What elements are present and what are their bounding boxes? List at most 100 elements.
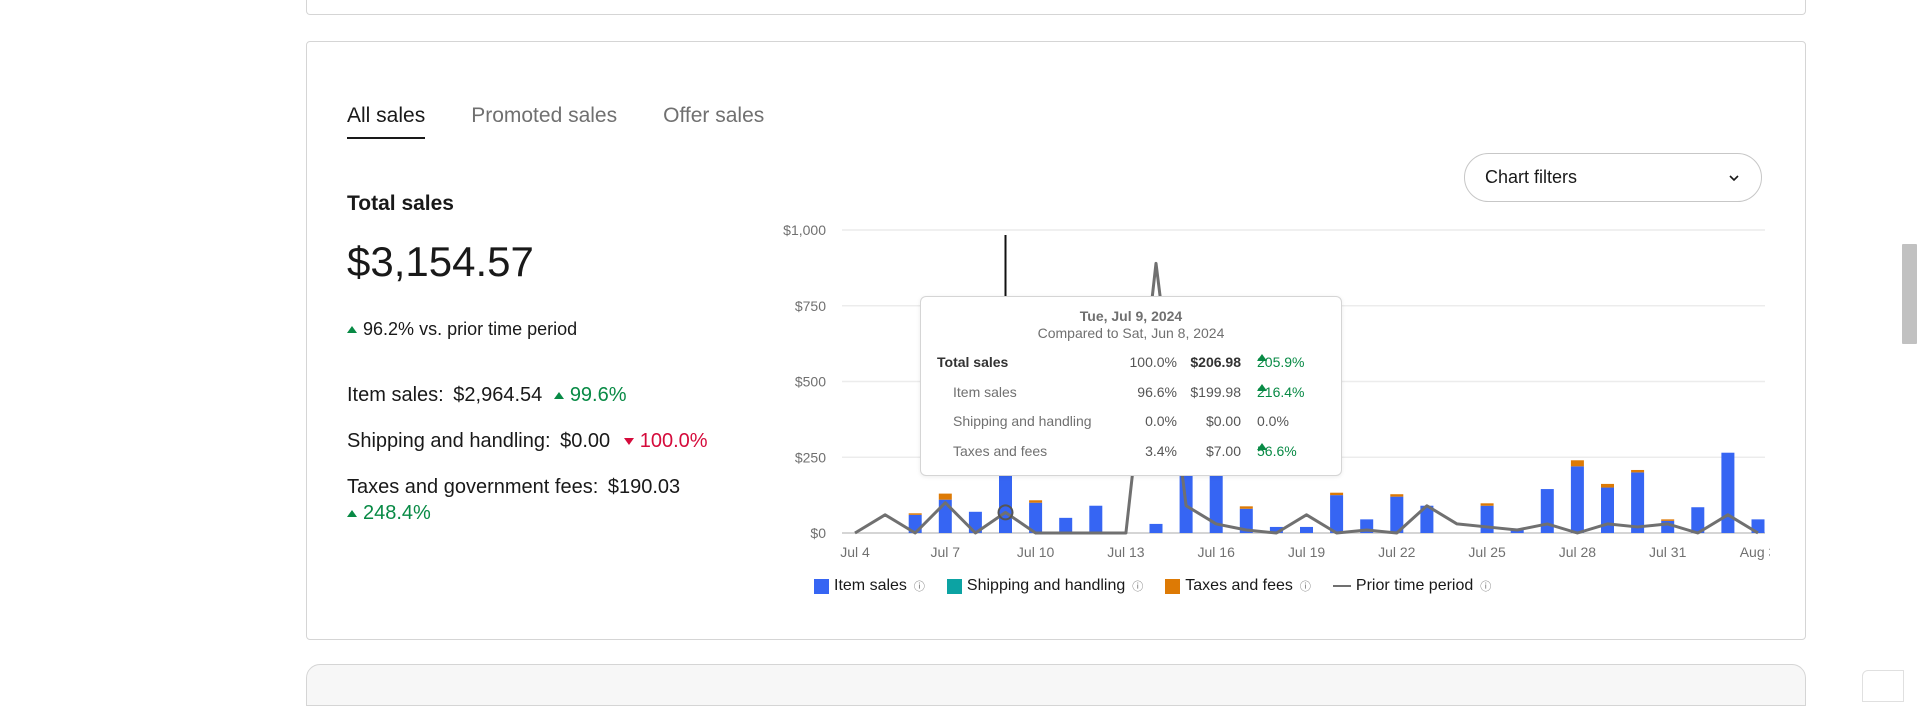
x-tick-label: Aug 3 (1740, 544, 1770, 560)
next-card (306, 664, 1806, 706)
bar-item-sales (1420, 505, 1434, 533)
trend-down-icon (623, 438, 634, 445)
y-tick-label: $250 (795, 449, 826, 465)
tooltip-row-change: 216.4% (1257, 384, 1305, 400)
tooltip-row-item-sales: Item sales 96.6% $199.98 216.4% (921, 384, 1341, 402)
prior-period-line (854, 261, 1759, 535)
bar-item-sales (1269, 526, 1283, 533)
bar-taxes (1330, 492, 1344, 496)
chevron-down-icon (1729, 174, 1739, 181)
bar-item-sales (1209, 475, 1223, 533)
tooltip-row-amount: $7.00 (1205, 443, 1241, 459)
sales-tabs: All sales Promoted sales Offer sales (347, 104, 764, 139)
tooltip-row-name: Total sales (937, 354, 1009, 370)
sales-summary: Total sales $3,154.57 96.2% vs. prior ti… (347, 192, 747, 524)
bar-item-sales (1601, 487, 1614, 533)
bar-taxes (1239, 506, 1253, 509)
tooltip-row-total: Total sales 100.0% $206.98 205.9% (921, 354, 1341, 372)
y-tick-label: $500 (795, 374, 826, 390)
legend-swatch (1165, 578, 1181, 594)
taxes-label: Taxes and government fees: (347, 476, 599, 498)
taxes-stat: Taxes and government fees: $190.03 (347, 476, 680, 499)
trend-up-icon (347, 510, 357, 517)
bar-item-sales (1059, 517, 1073, 533)
bar-taxes (1601, 483, 1614, 488)
page-scrollbar[interactable] (1902, 244, 1917, 344)
legend-prior-period[interactable]: Prior time period ⓘ (1332, 577, 1492, 595)
bar-item-sales (1691, 507, 1705, 533)
trend-up-icon (1257, 443, 1267, 450)
legend-label: Taxes and fees (1185, 577, 1293, 594)
x-tick-label: Jul 10 (1017, 544, 1055, 560)
chart-filters-dropdown[interactable]: Chart filters (1464, 153, 1762, 202)
taxes-delta: 248.4% (363, 502, 431, 524)
tab-offer-sales[interactable]: Offer sales (663, 104, 765, 127)
legend-item-sales[interactable]: Item sales ⓘ (814, 577, 925, 595)
total-sales-value: $3,154.57 (347, 238, 534, 285)
trend-up-icon (553, 392, 564, 399)
tooltip-row-name: Item sales (953, 384, 1017, 400)
bar-item-sales (1330, 495, 1344, 533)
shipping-stat: Shipping and handling: $0.00 100.0% (347, 430, 708, 453)
bar-item-sales (1540, 489, 1554, 533)
legend-label: Prior time period (1355, 577, 1474, 594)
bar-item-sales (1390, 496, 1404, 533)
sales-chart: $0 $250 $500 $750 $1,000 Jul 4 Jul 7 Jul 10 Jul … (783, 222, 1770, 560)
legend-taxes[interactable]: Taxes and fees ⓘ (1165, 577, 1311, 595)
tooltip-row-pct: 100.0% (1129, 354, 1177, 370)
x-tick-label: Jul 22 (1378, 544, 1416, 560)
tooltip-subtitle: Compared to Sat, Jun 8, 2024 (1037, 325, 1225, 341)
legend-line-swatch (1332, 585, 1351, 587)
tooltip-row-shipping: Shipping and handling 0.0% $0.00 0.0% (921, 413, 1341, 431)
info-icon[interactable]: ⓘ (1299, 581, 1311, 593)
tooltip-row-amount: $199.98 (1190, 384, 1241, 400)
y-tick-label: $0 (810, 525, 826, 541)
x-tick-label: Jul 25 (1468, 544, 1506, 560)
tooltip-row-name: Taxes and fees (953, 443, 1048, 459)
total-sales-delta: 96.2% vs. prior time period (347, 319, 577, 340)
bar-item-sales (1570, 466, 1584, 533)
bar-item-sales (1631, 472, 1645, 533)
chart-filters-label: Chart filters (1485, 167, 1578, 187)
tooltip-row-pct: 3.4% (1145, 443, 1177, 459)
bar-taxes (1661, 519, 1675, 521)
bar-item-sales (1721, 452, 1735, 533)
legend-label: Item sales (834, 577, 907, 594)
tooltip-row-change: 56.6% (1257, 443, 1297, 459)
chart-tooltip: Tue, Jul 9, 2024 Compared to Sat, Jun 8,… (920, 296, 1342, 476)
bar-taxes (1029, 500, 1043, 503)
info-icon[interactable]: ⓘ (913, 581, 925, 593)
tooltip-row-taxes: Taxes and fees 3.4% $7.00 56.6% (921, 443, 1341, 461)
tooltip-row-amount: $206.98 (1190, 354, 1241, 370)
legend-label: Shipping and handling (966, 577, 1126, 594)
bar-taxes (1570, 460, 1584, 467)
y-tick-label: $750 (795, 298, 826, 314)
total-delta-value: 96.2% (363, 319, 415, 339)
sales-card (306, 41, 1806, 640)
tooltip-row-name: Shipping and handling (953, 413, 1092, 429)
y-tick-label: $1,000 (783, 222, 826, 238)
bar-item-sales (999, 472, 1012, 533)
info-icon[interactable]: ⓘ (1480, 581, 1492, 593)
bar-taxes (908, 513, 922, 515)
bar-taxes (1480, 503, 1494, 506)
x-tick-label: Jul 7 (931, 544, 961, 560)
bar-item-sales (1029, 502, 1043, 533)
trend-up-icon (347, 326, 357, 333)
taxes-value: $190.03 (607, 476, 681, 498)
legend-swatch (814, 578, 829, 594)
tab-promoted-sales[interactable]: Promoted sales (471, 104, 618, 127)
shipping-delta: 100.0% (639, 430, 708, 452)
tooltip-row-amount: $0.00 (1205, 413, 1241, 429)
bar-item-sales (1300, 526, 1313, 533)
info-icon[interactable]: ⓘ (1132, 581, 1144, 593)
bar-item-sales (1149, 523, 1163, 533)
legend-shipping[interactable]: Shipping and handling ⓘ (946, 577, 1144, 595)
tab-all-sales[interactable]: All sales (347, 104, 426, 139)
hover-marker (997, 504, 1014, 521)
item-sales-stat: Item sales: $2,964.54 99.6% (347, 384, 627, 407)
corner-widget (1862, 670, 1904, 702)
legend-swatch (946, 578, 962, 594)
bar-item-sales (1239, 508, 1253, 533)
item-sales-delta: 99.6% (569, 384, 627, 406)
